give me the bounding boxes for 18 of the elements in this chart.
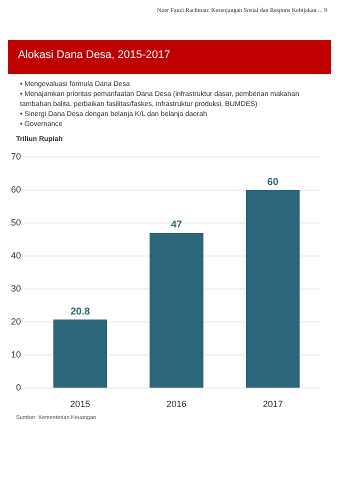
bar — [53, 320, 108, 388]
y-tick-label: 20 — [10, 316, 22, 327]
data-label: 47 — [170, 220, 183, 231]
y-tick-label: 10 — [10, 350, 22, 360]
y-tick-label: 50 — [10, 218, 22, 228]
bar — [246, 190, 300, 388]
x-tick-label: 2016 — [166, 399, 187, 410]
bar — [150, 232, 204, 388]
y-tick-label: 70 — [10, 151, 22, 162]
y-tick-label: 60 — [10, 184, 22, 195]
x-tick-label: 2017 — [262, 399, 283, 410]
chart-title: Alokasi Dana Desa, 2015-2017 — [8, 40, 331, 74]
x-tick-label: 2015 — [70, 399, 90, 410]
y-tick-label: 30 — [10, 284, 22, 294]
y-tick-label: 40 — [10, 250, 22, 261]
data-label: 60 — [267, 176, 279, 188]
data-label: 20.8 — [70, 306, 90, 318]
y-tick-label: 0 — [16, 382, 22, 393]
